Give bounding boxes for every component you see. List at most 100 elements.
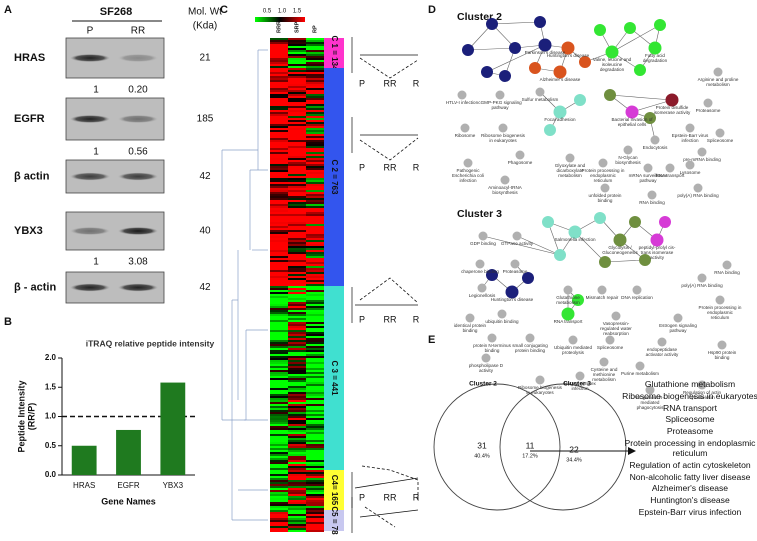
heat-cell [306,208,324,210]
heat-cell [288,278,306,280]
band [70,172,110,181]
heat-cell [270,328,288,330]
heat-cell [306,392,324,394]
network-node [481,353,491,363]
heat-cell [270,466,288,468]
heat-cell [306,164,324,166]
node-label: Salmonella infection [554,237,596,242]
heat-cell [270,362,288,364]
heat-cell [288,348,306,350]
heat-cell [306,270,324,272]
heat-cell [270,42,288,44]
heat-cell [306,186,324,188]
node-label: Regulation of actin cytoskeleton [682,390,722,400]
panel-label: B [4,316,12,328]
heat-cell [270,338,288,340]
shared-term: Ribosome biogenesis in eukaryotes [622,390,757,401]
heat-cell [270,92,288,94]
heat-cell [270,460,288,462]
node-label: Cysteine and methionine metabolism [590,367,618,382]
heat-cell [288,506,306,508]
heat-cell [306,66,324,68]
heat-cell [288,350,306,352]
heat-cell [270,258,288,260]
ratio: 0.20 [128,85,148,96]
heat-cell [270,402,288,404]
heat-cell [288,92,306,94]
band [118,115,158,123]
heat-cell [306,356,324,358]
heat-cell [270,478,288,480]
heat-cell [306,148,324,150]
heat-cell [306,358,324,360]
network-node [713,67,723,77]
heat-cell [306,38,324,40]
heat-cell [288,234,306,236]
node-label: peptidyl-prolyl cis-trans isomerase acti… [638,245,676,260]
heat-cell [270,116,288,118]
heat-cell [306,202,324,204]
heat-cell [288,156,306,158]
profile-label: P [359,492,365,502]
cluster-label: C4= 165 [330,475,339,506]
heat-cell [306,104,324,106]
x-tick-label: HRAS [73,481,95,490]
heat-cell [288,44,306,46]
heat-cell [288,356,306,358]
network-node [497,309,507,319]
heat-cell [270,236,288,238]
heat-cell [270,336,288,338]
heat-cell [288,494,306,496]
heat-cell [288,120,306,122]
node-label: poly(A) RNA binding [677,193,719,198]
heat-cell [270,456,288,458]
heat-cell [288,98,306,100]
heat-cell [288,54,306,56]
heat-cell [288,418,306,420]
heat-cell [288,302,306,304]
heat-cell [270,452,288,454]
heat-cell [288,432,306,434]
heat-cell [270,88,288,90]
heat-cell [306,158,324,160]
cluster-strip [324,286,344,470]
heat-cell [288,86,306,88]
network-node [498,123,508,133]
column-label: SRP [294,21,300,33]
heat-cell [306,204,324,206]
heat-cell [288,216,306,218]
heat-cell [306,124,324,126]
heat-cell [270,502,288,504]
x-tick-label: EGFR [117,481,139,490]
node-label: Bacterial invasion of epithelial cells [611,117,653,127]
heat-cell [288,110,306,112]
lane-label: RR [131,26,145,37]
heat-cell [306,530,324,532]
profile-label: R [413,492,420,502]
heat-cell [288,468,306,470]
node-label: Legionellosis [468,293,496,298]
ratio: 3.08 [128,257,148,268]
network-node [509,42,521,54]
heat-cell [270,398,288,400]
network-node [632,285,642,295]
heat-cell [288,464,306,466]
heat-cell [306,218,324,220]
node-label: Arginine and proline metabolism [697,77,739,87]
node-label: unfolded protein binding [588,193,622,203]
network-node [673,313,683,323]
heat-cell [306,274,324,276]
heat-cell [288,364,306,366]
heat-cell [288,220,306,222]
heat-cell [270,250,288,252]
heat-cell [270,392,288,394]
heat-cell [270,272,288,274]
node-label: identical protein binding [453,323,487,333]
node-label: Proteasome [502,269,528,274]
heat-cell [306,332,324,334]
heat-cell [288,530,306,532]
node-label: Ribosome biogenesis in eukaryotes [481,133,525,143]
band [70,115,110,123]
heat-cell [288,56,306,58]
node-label: Aminoacyl-tRNA biosynthesis [488,185,522,195]
